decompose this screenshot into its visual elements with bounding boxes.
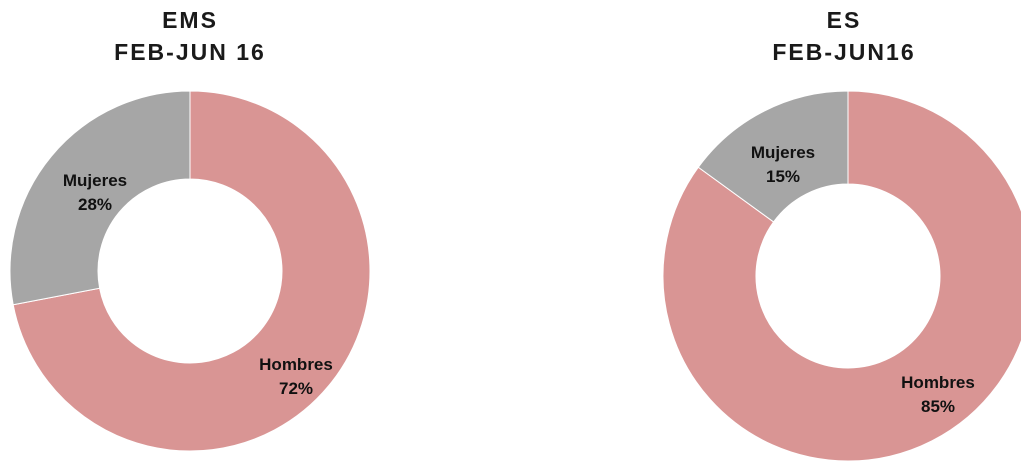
data-label-hombres: Hombres 85% xyxy=(901,373,975,416)
data-label-mujeres: Mujeres 15% xyxy=(751,143,815,186)
donut-slice-mujeres xyxy=(9,90,191,306)
data-label-percent: 15% xyxy=(766,167,800,186)
data-label-category: Hombres xyxy=(259,355,333,374)
data-label-hombres: Hombres 72% xyxy=(259,355,333,398)
data-label-category: Mujeres xyxy=(751,143,815,162)
data-label-mujeres: Mujeres 28% xyxy=(63,171,127,214)
donut-slice-hombres xyxy=(12,90,371,452)
data-label-category: Hombres xyxy=(901,373,975,392)
chart-subtitle-line: FEB-JUN16 xyxy=(772,39,916,65)
chart-title-line: ES xyxy=(826,7,862,33)
chart-title-es: ES FEB-JUN16 xyxy=(664,4,1021,68)
chart-subtitle-line: FEB-JUN 16 xyxy=(114,39,266,65)
data-label-percent: 72% xyxy=(279,379,313,398)
chart-title-ems: EMS FEB-JUN 16 xyxy=(10,4,370,68)
data-label-category: Mujeres xyxy=(63,171,127,190)
donut-slice-mujeres xyxy=(697,90,849,223)
chart-title-line: EMS xyxy=(162,7,218,33)
donut-slice-hombres xyxy=(662,90,1021,462)
data-label-percent: 85% xyxy=(921,397,955,416)
data-label-percent: 28% xyxy=(78,195,112,214)
